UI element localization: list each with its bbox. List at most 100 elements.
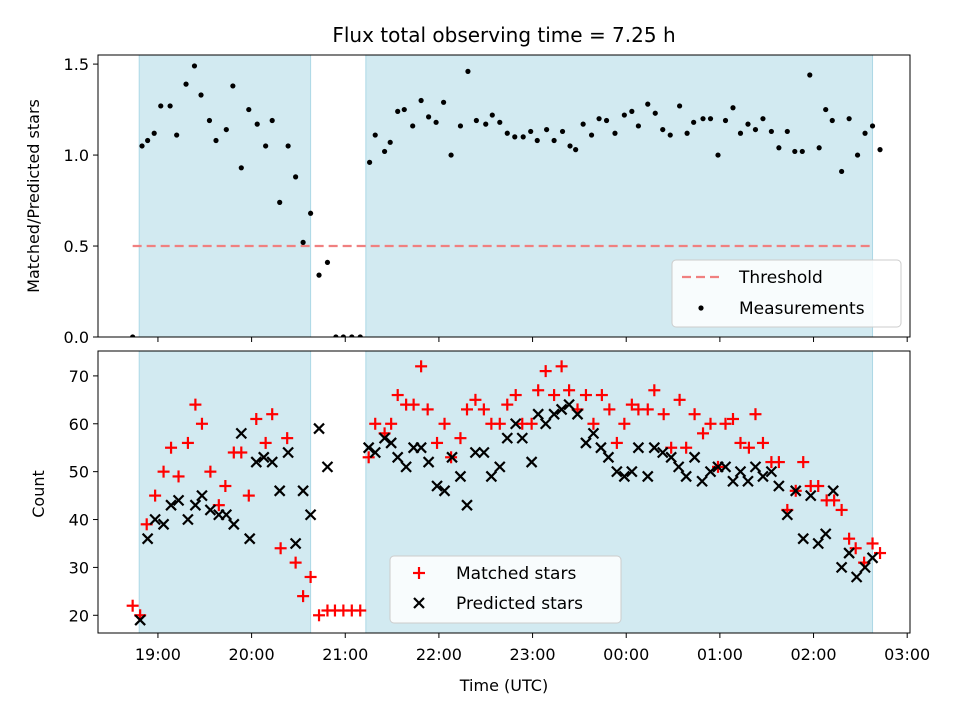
matched-star-point <box>219 480 232 493</box>
predicted-star-point <box>587 427 600 440</box>
predicted-star-point <box>704 465 717 478</box>
predicted-star-point <box>378 432 391 444</box>
matched-star-point <box>297 590 310 603</box>
predicted-star-point <box>141 532 154 545</box>
measurement-point <box>667 132 673 138</box>
predicted-star-point <box>485 470 498 483</box>
measurement-point <box>198 92 204 98</box>
chart-title: Flux total observing time = 7.25 h <box>332 23 675 47</box>
predicted-star-point <box>243 532 256 545</box>
predicted-star-point <box>611 465 623 478</box>
measurement-point <box>707 116 714 122</box>
measurement-point <box>588 132 595 138</box>
measurement-point <box>230 83 236 89</box>
predicted-star-point <box>648 441 661 454</box>
bottom-legend: Matched stars Predicted stars <box>389 555 622 624</box>
predicted-star-point <box>509 417 522 430</box>
predicted-star-point <box>539 417 552 430</box>
matched-star-point <box>849 542 862 555</box>
predicted-star-point <box>672 461 685 473</box>
measurement-point <box>534 137 540 144</box>
x-tick-label: 02:00 <box>790 645 836 664</box>
measurement-point <box>816 145 822 151</box>
matched-star-point <box>555 360 568 373</box>
measurement-point <box>776 145 782 151</box>
top-y-axis-label: Matched/Predicted stars <box>24 99 43 293</box>
matched-star-point <box>369 417 382 430</box>
matched-star-point <box>641 403 654 416</box>
measurement-point <box>603 117 610 124</box>
y-tick-label: 50 <box>69 463 89 482</box>
bottom-panel: 20 30 40 50 60 70 19:00 20:00 21:00 22:00 23:00 00… <box>29 350 930 695</box>
predicted-star-point <box>734 465 747 478</box>
predicted-star-point <box>313 422 325 435</box>
matched-star-point <box>603 403 616 416</box>
matched-star-point <box>431 436 444 449</box>
matched-star-point <box>235 446 248 459</box>
predicted-star-point <box>266 456 278 468</box>
predicted-star-point <box>165 499 177 511</box>
matched-star-point <box>734 436 747 449</box>
matched-star-point <box>362 451 375 464</box>
predicted-star-point <box>773 480 785 492</box>
measurement-point <box>730 105 736 111</box>
predicted-star-point <box>696 475 708 488</box>
measurement-point <box>167 103 173 109</box>
predicted-star-point <box>438 485 451 497</box>
top-axes-frame <box>97 54 911 338</box>
measurement-point <box>869 123 876 129</box>
x-tick-label: 22:00 <box>416 645 462 664</box>
measurement-point <box>457 123 464 129</box>
top-x-ticks <box>157 337 908 342</box>
measurement-point <box>483 121 489 127</box>
measurement-point <box>877 147 883 153</box>
bottom-axes-frame <box>97 350 911 634</box>
legend-predicted-label: Predicted stars <box>456 594 583 614</box>
measurement-point <box>596 116 602 122</box>
matched-star-point <box>172 470 185 483</box>
top-legend-box <box>671 259 902 328</box>
predicted-star-point <box>362 441 375 454</box>
measurement-point <box>300 239 306 245</box>
matched-star-point <box>828 494 841 507</box>
predicted-star-point <box>228 518 240 531</box>
measurement-point <box>277 199 283 205</box>
y-tick-label: 0.5 <box>64 237 89 256</box>
measurement-point <box>465 68 471 74</box>
measurement-point <box>269 117 275 124</box>
measurement-point <box>333 334 339 337</box>
predicted-star-point <box>182 513 194 526</box>
predicted-star-point <box>273 485 286 497</box>
predicted-star-point <box>781 508 794 521</box>
measurement-point <box>862 130 868 136</box>
y-tick-label: 30 <box>69 558 89 577</box>
matched-star-point <box>126 599 139 612</box>
predicted-star-point <box>719 461 732 473</box>
measurement-point <box>846 116 852 122</box>
measurement-point <box>174 132 180 138</box>
predicted-star-point <box>680 470 692 483</box>
matched-star-point <box>532 384 545 397</box>
predicted-star-point <box>289 537 302 550</box>
predicted-star-point <box>580 437 592 449</box>
predicted-star-point <box>369 446 382 459</box>
predicted-star-point <box>742 475 754 488</box>
bottom-y-axis-label: Count <box>29 470 48 518</box>
measurement-point <box>544 126 550 133</box>
predicted-star-point <box>478 446 490 459</box>
matched-star-point <box>454 432 467 445</box>
predicted-star-point <box>391 451 404 464</box>
predicted-star-point <box>494 461 506 473</box>
predicted-star-point <box>757 470 769 483</box>
y-tick-label: 1.5 <box>64 55 89 74</box>
measurement-point <box>737 130 744 136</box>
y-tick-label: 60 <box>69 415 89 434</box>
predicted-star-point <box>595 441 607 454</box>
legend-measurements-swatch <box>698 305 704 311</box>
matched-star-point <box>797 456 810 469</box>
measurement-point <box>660 126 666 133</box>
measurement-point <box>792 148 798 155</box>
measurement-point <box>426 114 432 120</box>
predicted-star-point <box>727 475 739 488</box>
measurement-point <box>183 81 189 87</box>
